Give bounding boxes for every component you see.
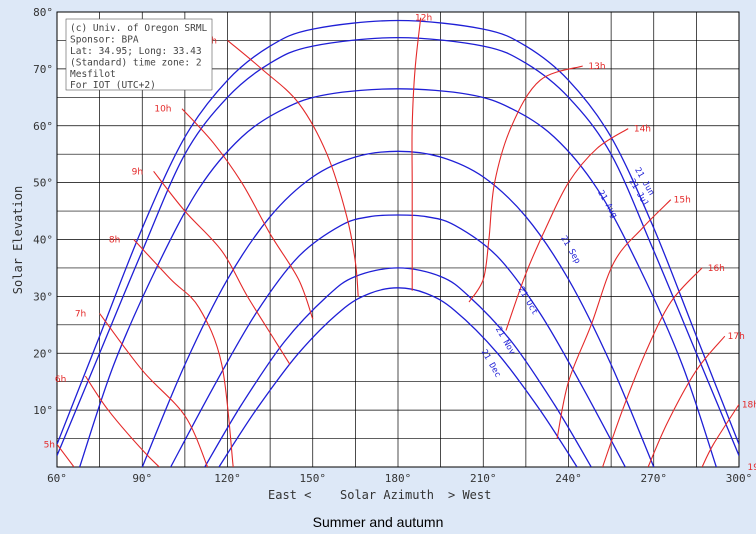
sun-path-chart: 60° 90° 120° 150° 180° 210° 240° 270° 300° 10° 20°…: [11, 6, 756, 502]
y-tick-label: 70°: [33, 63, 53, 76]
hour-curves: [57, 17, 739, 467]
y-tick-label: 10°: [33, 404, 53, 417]
x-tick-label: 210°: [470, 472, 497, 485]
hour-curve-5h: [57, 443, 75, 467]
x-tick-label: 120°: [214, 472, 241, 485]
hour-label-6h: 6h: [55, 375, 66, 385]
y-tick-label: 40°: [33, 234, 53, 247]
hour-curve-8h: [133, 239, 234, 467]
legend-line-5: Mesfilot: [70, 69, 116, 80]
hour-curve-16h: [602, 267, 703, 467]
x-tick-label: 180°: [385, 472, 412, 485]
legend-line-1: (c) Univ. of Oregon SRML: [70, 23, 208, 34]
hour-label-12h: 12h: [415, 14, 432, 24]
hour-label-9h: 9h: [132, 167, 143, 177]
hour-label-17h: 17h: [728, 332, 745, 342]
hour-label-19h: 19h: [748, 463, 756, 473]
hour-curve-7h: [99, 313, 209, 467]
hour-curve-18h: [701, 404, 739, 467]
date-curve-21-nov: [204, 267, 592, 467]
legend-line-3: Lat: 34.95; Long: 33.43: [70, 46, 202, 57]
hour-label-16h: 16h: [708, 264, 725, 274]
hour-curve-15h: [556, 199, 672, 439]
x-tick-label: 300°: [726, 472, 753, 485]
date-curve-21-oct: [170, 214, 626, 467]
hour-label-14h: 14h: [634, 125, 651, 135]
y-tick-label: 50°: [33, 177, 53, 190]
y-tick-label: 30°: [33, 290, 53, 303]
hour-label-18h: 18h: [742, 400, 756, 410]
legend-box: [65, 18, 213, 91]
x-tick-label: 240°: [555, 472, 582, 485]
hour-label-13h: 13h: [588, 62, 605, 72]
x-axis-label-center: Solar Azimuth: [340, 488, 434, 502]
date-curve-21-sep: [141, 150, 655, 467]
tick-labels: 60° 90° 120° 150° 180° 210° 240° 270° 300° 10° 20°…: [33, 6, 752, 485]
x-tick-label: 90°: [132, 472, 152, 485]
legend-line-2: Sponsor: BPA: [70, 35, 139, 46]
y-axis-label: Solar Elevation: [11, 186, 25, 294]
x-tick-label: 150°: [300, 472, 327, 485]
y-tick-label: 80°: [33, 6, 53, 19]
date-curve-21-jun: [57, 19, 739, 445]
hour-label-15h: 15h: [674, 196, 691, 206]
y-tick-label: 60°: [33, 120, 53, 133]
date-curve-21-jul: [57, 36, 739, 456]
hour-curve-9h: [153, 170, 291, 365]
hour-curve-11h: [227, 39, 359, 297]
hour-curve-17h: [647, 335, 726, 467]
y-tick-label: 20°: [33, 347, 53, 360]
hour-label-7h: 7h: [75, 309, 86, 319]
hour-curve-6h: [84, 375, 160, 467]
hour-label-10h: 10h: [154, 105, 171, 115]
date-curves: [57, 19, 739, 467]
x-tick-label: 270°: [641, 472, 668, 485]
date-curve-21-aug: [79, 88, 717, 467]
info-legend: (c) Univ. of Oregon SRML Sponsor: BPA La…: [65, 18, 213, 91]
hour-curve-12h: [411, 17, 422, 291]
hour-curve-13h: [468, 65, 583, 303]
x-axis-label-right: > West: [448, 488, 491, 502]
hour-curve-14h: [505, 128, 629, 331]
hour-curve-10h: [181, 108, 314, 320]
legend-line-6: For IOT (UTC+2): [70, 80, 156, 91]
x-tick-label: 60°: [47, 472, 67, 485]
hour-label-8h: 8h: [109, 236, 120, 246]
date-curve-21-dec: [218, 287, 578, 467]
hour-label-5h: 5h: [44, 440, 55, 450]
chart-caption: Summer and autumn: [312, 514, 444, 530]
legend-line-4: (Standard) time zone: 2: [70, 58, 202, 69]
x-axis-label-left: East <: [268, 488, 311, 502]
